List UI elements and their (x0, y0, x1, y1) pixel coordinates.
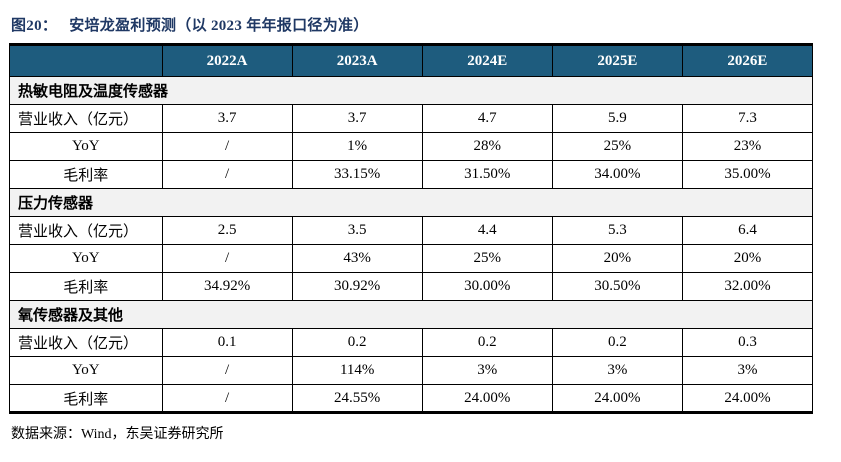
data-cell: 3% (681, 356, 814, 385)
table-row: 营业收入（亿元） 0.1 0.2 0.2 0.2 0.3 (9, 328, 814, 357)
data-cell: 24.00% (681, 384, 814, 413)
table-row: 毛利率/33.15% 31.50% 34.00% 35.00% (9, 160, 814, 189)
data-cell: 114% (291, 356, 423, 385)
data-cell: 3.5 (291, 216, 423, 245)
data-cell: 5.9 (551, 104, 683, 133)
data-cell: / (161, 132, 293, 161)
year-column-header: 2023A (291, 44, 423, 77)
data-cell: 20% (681, 244, 814, 273)
data-cell: 34.92% (161, 272, 293, 301)
data-cell: 4.4 (421, 216, 553, 245)
row-label: 营业收入（亿元） (9, 328, 163, 357)
data-cell: 5.3 (551, 216, 683, 245)
data-cell: 0.2 (421, 328, 553, 357)
section-title: 氧传感器及其他 (9, 300, 813, 329)
data-cell: 6.4 (681, 216, 814, 245)
data-cell: 3.7 (161, 104, 293, 133)
data-cell: 0.2 (291, 328, 423, 357)
data-cell: 28% (421, 132, 553, 161)
table-header-row: 2022A 2023A 2024E 2025E 2026E (9, 44, 814, 77)
row-label: 营业收入（亿元） (9, 104, 163, 133)
table-row: YoY/43% 25% 20% 20% (9, 244, 814, 273)
year-column-header: 2024E (421, 44, 553, 77)
year-column-header: 2026E (681, 44, 814, 77)
data-cell: 35.00% (681, 160, 814, 189)
data-cell: 1% (291, 132, 423, 161)
section-title: 热敏电阻及温度传感器 (9, 76, 813, 105)
data-cell: 31.50% (421, 160, 553, 189)
row-label: YoY (9, 132, 163, 161)
row-label: 毛利率 (9, 272, 163, 301)
table-row: 营业收入（亿元） 2.5 3.5 4.4 5.3 6.4 (9, 216, 814, 245)
data-cell: 0.3 (681, 328, 814, 357)
section-title: 压力传感器 (9, 188, 813, 217)
table-row: YoY/114% 3% 3% 3% (9, 356, 814, 385)
data-cell: 3.7 (291, 104, 423, 133)
data-cell: 7.3 (681, 104, 814, 133)
data-cell: 30.50% (551, 272, 683, 301)
section-row: 氧传感器及其他 (9, 300, 813, 329)
data-cell: 4.7 (421, 104, 553, 133)
figure-number: 图20： (11, 18, 58, 34)
data-cell: 3% (421, 356, 553, 385)
data-cell: 25% (421, 244, 553, 273)
data-cell: 43% (291, 244, 423, 273)
data-cell: 25% (551, 132, 683, 161)
section-row: 压力传感器 (9, 188, 813, 217)
data-cell: 0.2 (551, 328, 683, 357)
data-cell: 23% (681, 132, 814, 161)
table-row: 毛利率 34.92% 30.92% 30.00% 30.50% 32.00% (9, 272, 814, 301)
data-cell: 0.1 (161, 328, 293, 357)
data-cell: 30.00% (421, 272, 553, 301)
table-row: 毛利率/24.55% 24.00% 24.00% 24.00% (9, 384, 814, 413)
data-cell: / (161, 244, 293, 273)
data-cell: 33.15% (291, 160, 423, 189)
row-label: 毛利率 (9, 160, 163, 189)
row-label: 营业收入（亿元） (9, 216, 163, 245)
data-cell: 30.92% (291, 272, 423, 301)
profit-forecast-table: 2022A 2023A 2024E 2025E 2026E 热敏电阻及温度传感器 营业收入… (9, 43, 814, 414)
table-row: YoY/1% 28% 25% 23% (9, 132, 814, 161)
data-cell: 34.00% (551, 160, 683, 189)
figure-title-text: 安培龙盈利预测（以 2023 年年报口径为准） (69, 18, 369, 34)
data-cell: 24.00% (551, 384, 683, 413)
table-row: 营业收入（亿元） 3.7 3.7 4.7 5.9 7.3 (9, 104, 814, 133)
data-cell: 3% (551, 356, 683, 385)
data-cell: / (161, 160, 293, 189)
figure-title: 图20： 安培龙盈利预测（以 2023 年年报口径为准） (11, 14, 813, 35)
row-label: YoY (9, 356, 163, 385)
data-cell: / (161, 384, 293, 413)
year-column-header: 2025E (551, 44, 683, 77)
corner-header-cell (9, 44, 163, 77)
data-cell: 24.55% (291, 384, 423, 413)
year-column-header: 2022A (161, 44, 293, 77)
data-cell: 32.00% (681, 272, 814, 301)
data-cell: 24.00% (421, 384, 553, 413)
data-source-note: 数据来源：Wind，东吴证券研究所 (11, 427, 224, 442)
data-cell: 2.5 (161, 216, 293, 245)
row-label: YoY (9, 244, 163, 273)
data-cell: 20% (551, 244, 683, 273)
data-cell: / (161, 356, 293, 385)
section-row: 热敏电阻及温度传感器 (9, 76, 813, 105)
row-label: 毛利率 (9, 384, 163, 413)
